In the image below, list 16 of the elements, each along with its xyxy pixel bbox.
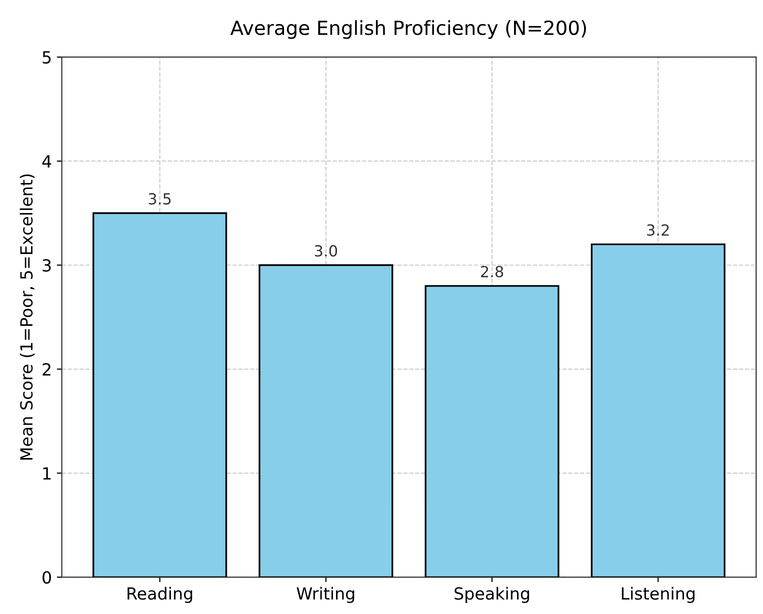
y-tick-label: 4 [42, 155, 52, 168]
x-tick-label: Reading [128, 586, 192, 604]
x-tick-label: Listening [622, 586, 694, 604]
y-tick-label: 2 [42, 363, 50, 376]
data-label: 3.2 [647, 224, 669, 236]
y-tick-label: 3 [42, 259, 51, 272]
data-label: 3.5 [148, 193, 171, 205]
y-tick-label: 5 [42, 51, 51, 64]
x-tick-label: Speaking [454, 586, 530, 604]
y-tick-label: 0 [42, 571, 51, 584]
data-label: 3.0 [314, 245, 338, 257]
y-axis-title: Mean Score (1=Poor, 5=Excellent) [20, 174, 35, 460]
data-label: 2.8 [480, 266, 504, 278]
x-tick-label: Writing [296, 586, 354, 604]
y-tick-label: 1 [43, 467, 51, 480]
chart-title: Average English Proficiency (N=200) [230, 20, 586, 39]
